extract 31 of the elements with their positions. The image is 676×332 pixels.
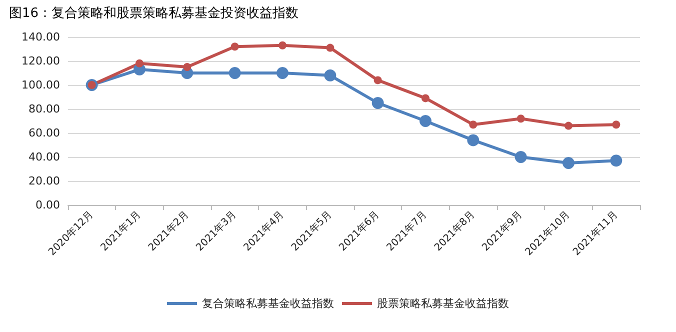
- point: [469, 120, 478, 129]
- point: [136, 59, 144, 68]
- point: [564, 122, 572, 130]
- point: [326, 44, 334, 52]
- legend-label: 复合策略私募基金收益指数: [202, 297, 334, 310]
- point: [324, 69, 336, 82]
- point: [374, 76, 382, 84]
- y-tick-label: 140.00: [22, 30, 60, 44]
- point: [562, 157, 574, 169]
- point: [516, 114, 525, 123]
- point: [228, 67, 241, 79]
- point: [612, 120, 620, 129]
- point: [230, 42, 239, 51]
- point: [514, 151, 527, 163]
- point: [422, 94, 430, 102]
- point: [467, 134, 480, 146]
- y-tick-label: 40.00: [28, 150, 60, 164]
- point: [183, 63, 192, 71]
- point: [372, 97, 384, 109]
- legend-label: 股票策略私募基金收益指数: [377, 297, 509, 310]
- y-tick-label: 80.00: [28, 102, 60, 116]
- y-tick-label: 120.00: [22, 54, 60, 68]
- point: [610, 154, 622, 167]
- y-tick-label: 0.00: [36, 198, 60, 212]
- chart-title: 图16：复合策略和股票策略私募基金投资收益指数: [9, 6, 299, 21]
- y-tick-label: 100.00: [22, 78, 60, 92]
- y-tick-label: 60.00: [28, 126, 60, 140]
- point: [276, 67, 288, 79]
- point: [420, 115, 432, 127]
- point: [278, 41, 286, 50]
- y-tick-label: 20.00: [28, 174, 60, 188]
